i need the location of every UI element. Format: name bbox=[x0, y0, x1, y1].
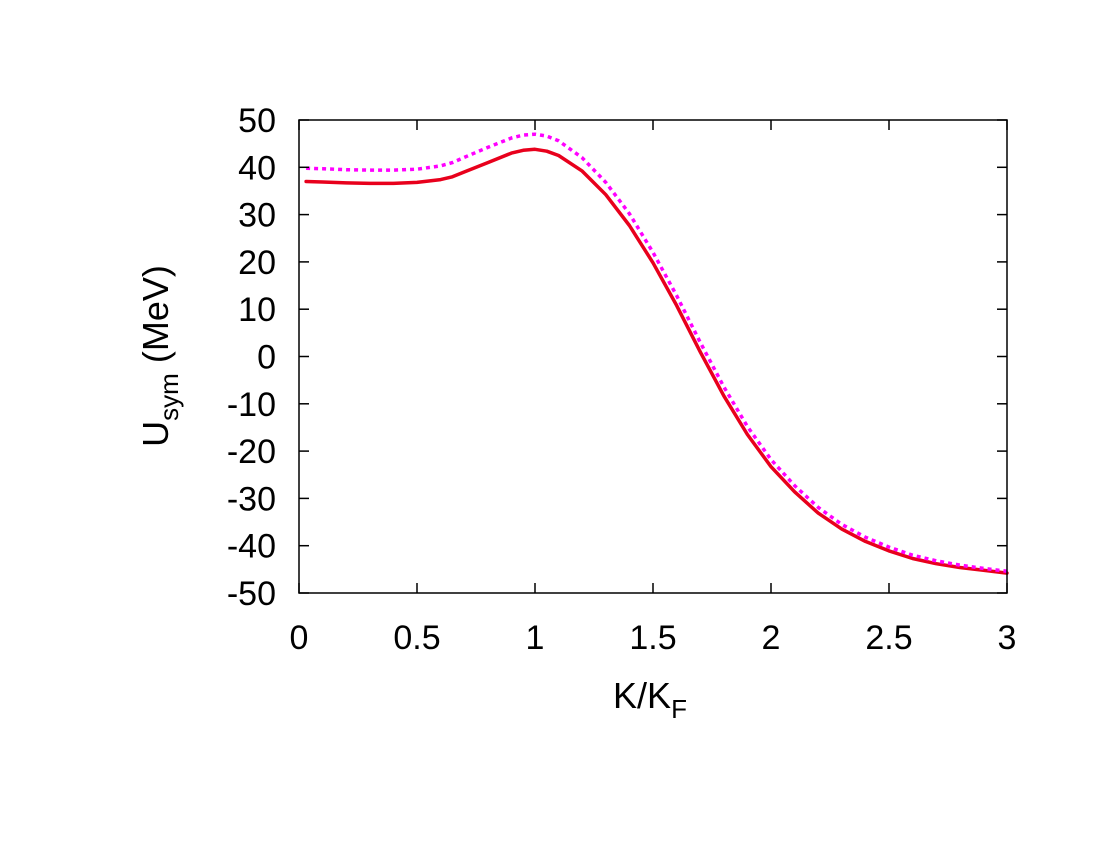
y-axis-label-suffix: (MeV) bbox=[135, 265, 176, 373]
x-tick-label: 2 bbox=[762, 619, 781, 657]
x-tick-label: 0.5 bbox=[393, 619, 440, 657]
y-tick-label: -30 bbox=[227, 480, 276, 518]
y-tick-label: 50 bbox=[238, 102, 276, 140]
y-tick-label: -10 bbox=[227, 386, 276, 424]
y-tick-label: -40 bbox=[227, 528, 276, 566]
x-axis-label: K/KF bbox=[613, 675, 687, 724]
x-axis-label-sub: F bbox=[671, 694, 687, 724]
y-tick-label: 10 bbox=[238, 291, 276, 329]
plot-frame bbox=[298, 119, 1008, 594]
y-axis-label: Usym (MeV) bbox=[135, 265, 184, 447]
series-layer bbox=[304, 132, 1009, 575]
y-tick-label: -50 bbox=[227, 575, 276, 613]
x-tick-label: 3 bbox=[998, 619, 1017, 657]
ticks-layer: 0 0.5 1 1.5 2 2.5 3 -50 -40 -30 -20 -10 0 10 20 30 40 50 bbox=[227, 102, 1017, 657]
y-tick-label: 30 bbox=[238, 197, 276, 235]
y-tick-label: 0 bbox=[257, 339, 276, 377]
x-axis-label-main: K/K bbox=[613, 675, 671, 716]
x-tick-label: 0 bbox=[290, 619, 309, 657]
y-tick-label: 40 bbox=[238, 149, 276, 187]
x-tick-label: 1.5 bbox=[629, 619, 676, 657]
series-line-1 bbox=[304, 147, 1009, 575]
x-tick-label: 1 bbox=[526, 619, 545, 657]
y-axis-label-main: U bbox=[135, 421, 176, 447]
y-axis-label-sub: sym bbox=[154, 373, 184, 421]
series-line-2 bbox=[306, 132, 1008, 573]
y-tick-label: 20 bbox=[238, 244, 276, 282]
x-tick-label: 2.5 bbox=[865, 619, 912, 657]
y-tick-label: -20 bbox=[227, 433, 276, 471]
